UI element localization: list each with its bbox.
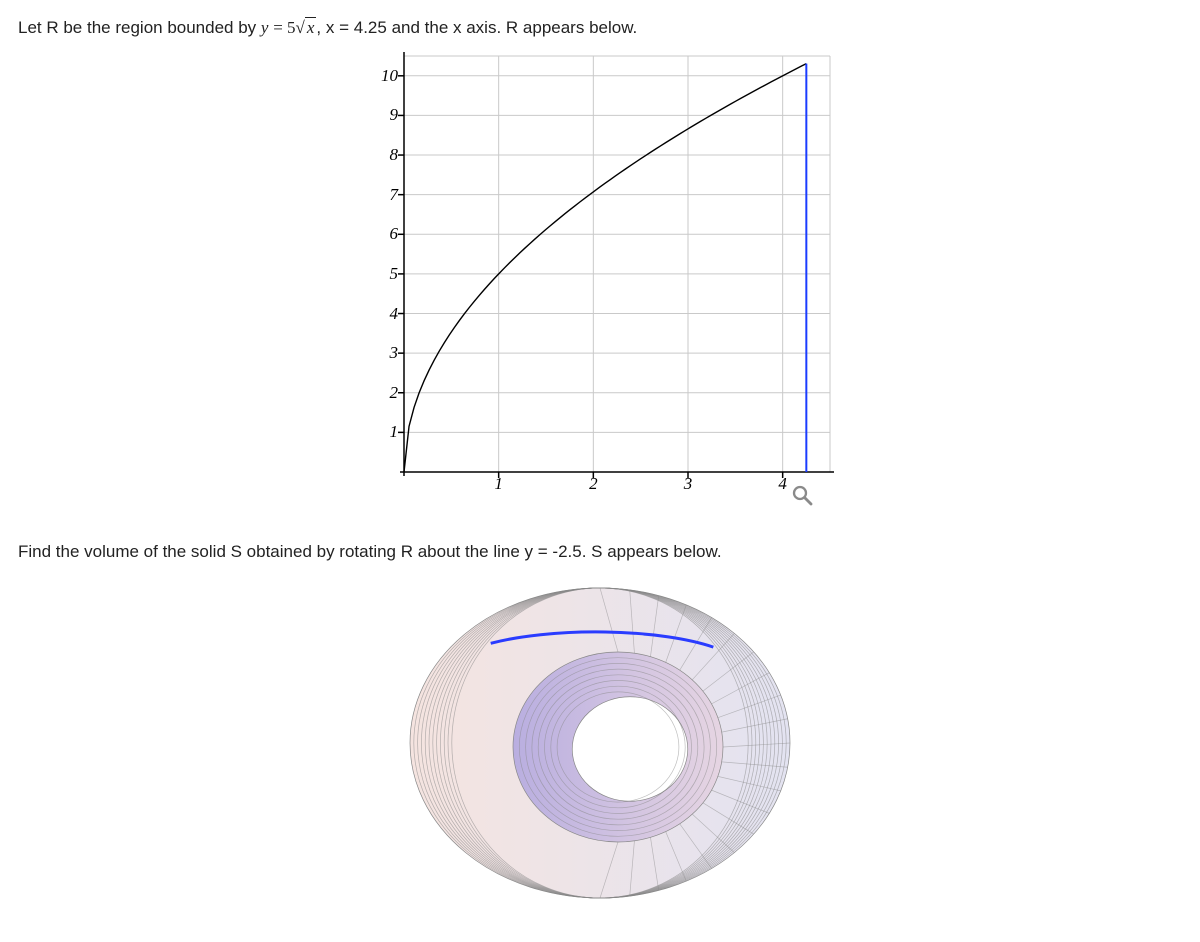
region-chart: 1 2 3 4 5 6 7 8 9 10 1 2 3 4 xyxy=(360,42,840,512)
region-chart-container: 1 2 3 4 5 6 7 8 9 10 1 2 3 4 xyxy=(18,42,1182,512)
text: 4.25 xyxy=(354,18,387,37)
problem-statement-2: Find the volume of the solid S obtained … xyxy=(18,542,1182,562)
ytick-label: 5 xyxy=(390,264,399,284)
solid-figure-container xyxy=(18,568,1182,913)
text: Let R be the region bounded by xyxy=(18,18,261,37)
math-coef: 5 xyxy=(287,18,296,37)
problem-statement-1: Let R be the region bounded by y = 5√x, … xyxy=(18,18,1182,38)
magnifier-icon[interactable] xyxy=(791,484,813,506)
ytick-label: 8 xyxy=(390,145,399,165)
ytick-label: 1 xyxy=(390,422,399,442)
xtick-label: 1 xyxy=(494,474,503,494)
text: , x = xyxy=(316,18,353,37)
math-y: y xyxy=(261,18,269,37)
ytick-label: 10 xyxy=(381,66,398,86)
ytick-label: 4 xyxy=(390,304,399,324)
math-eq: = xyxy=(273,18,287,37)
ytick-label: 9 xyxy=(390,105,399,125)
ytick-label: 3 xyxy=(390,343,399,363)
xtick-label: 3 xyxy=(684,474,693,494)
ytick-label: 6 xyxy=(390,224,399,244)
xtick-label: 2 xyxy=(589,474,598,494)
ytick-label: 2 xyxy=(390,383,399,403)
sqrt: √x xyxy=(296,18,317,38)
xtick-label: 4 xyxy=(778,474,787,494)
ytick-label: 7 xyxy=(390,185,399,205)
text: and the x axis. R appears below. xyxy=(387,18,637,37)
solid-figure xyxy=(390,568,810,913)
